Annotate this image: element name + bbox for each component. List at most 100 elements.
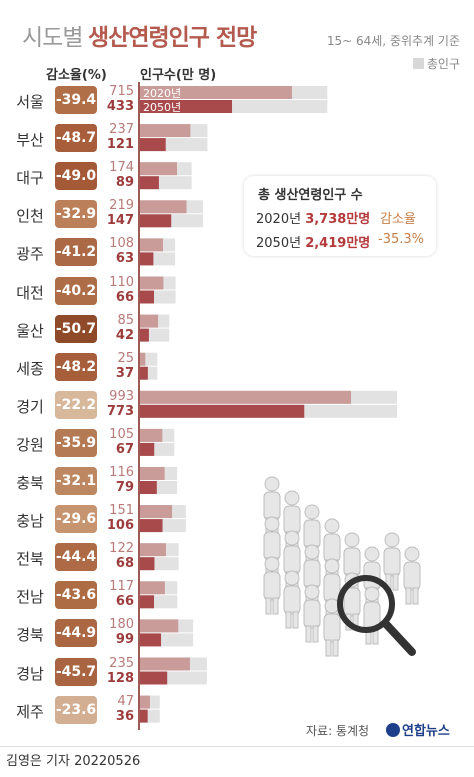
bar-2050-10 — [140, 481, 157, 494]
decline-rate-badge: -35.9 — [55, 428, 97, 457]
summary-2020: 2020년 3,738만명 — [256, 212, 371, 227]
summary-2050: 2050년 2,419만명 — [256, 236, 371, 251]
value-2050-label: 128 — [106, 670, 134, 686]
bar-2020-0 — [140, 86, 292, 99]
decline-rate-badge: -44.4 — [55, 543, 97, 572]
bar-2050-4 — [140, 252, 154, 266]
value-2050-label: 68 — [115, 556, 134, 572]
region-label: 경기 — [16, 397, 44, 416]
region-label: 충남 — [16, 512, 44, 531]
decline-rate-badge: -41.2 — [55, 238, 97, 267]
region-label: 경북 — [16, 626, 44, 645]
decline-rate-badge: -29.6 — [55, 505, 97, 534]
byline: 김영은 기자 20220526 — [0, 746, 474, 776]
region-label: 경남 — [16, 664, 44, 683]
value-2050-label: 67 — [115, 441, 134, 457]
region-label: 제주 — [16, 702, 44, 721]
decline-rate-badge: -43.6 — [55, 581, 97, 610]
bar-2020-3 — [140, 200, 187, 214]
agency-logo: 연합뉴스 — [386, 720, 450, 739]
chart-axis — [138, 82, 140, 730]
value-2020-label: 105 — [109, 426, 134, 442]
page-title: 생산연령인구 전망 — [88, 25, 257, 51]
value-2050-label: 36 — [115, 708, 134, 724]
value-2050-label: 773 — [106, 403, 134, 419]
value-2020-label: 122 — [109, 541, 134, 557]
value-2050-label: 66 — [115, 289, 134, 305]
value-2050-label: 147 — [106, 213, 134, 229]
value-2050-label: 106 — [106, 518, 134, 534]
decline-rate-badge: -44.9 — [55, 619, 97, 648]
bar-2050-2 — [140, 176, 159, 190]
value-2020-label: 151 — [109, 503, 134, 519]
value-2020-label: 25 — [117, 350, 134, 366]
region-label: 인천 — [16, 207, 44, 226]
bar-2020-8 — [140, 390, 352, 404]
decline-rate-badge: -39.4 — [55, 86, 97, 114]
value-2050-label: 79 — [115, 480, 134, 495]
region-label: 전남 — [16, 588, 44, 607]
region-label: 서울 — [16, 93, 44, 111]
value-2020-label: 108 — [109, 236, 134, 252]
value-2050-label: 99 — [115, 632, 134, 648]
bar-2020-4 — [140, 238, 163, 252]
title-region: 시도별 — [22, 25, 83, 51]
legend-total: 총인구 — [412, 55, 460, 72]
decline-rate-badge: -40.2 — [55, 276, 97, 305]
bar-2050-8 — [140, 404, 305, 418]
value-2020-label: 219 — [109, 198, 134, 214]
bar-2050-15 — [140, 671, 168, 685]
region-label: 울산 — [16, 321, 44, 340]
bar-2020-9 — [140, 428, 163, 442]
bar-2050-16 — [140, 709, 148, 723]
bar-2020-6 — [140, 314, 159, 328]
decline-rate-badge: -50.7 — [55, 314, 97, 343]
bar-2050-11 — [140, 519, 163, 533]
decline-rate-badge: -23.6 — [55, 695, 97, 724]
bar-2050-14 — [140, 633, 162, 647]
decline-rate-badge: -48.7 — [55, 124, 97, 153]
year-label-2050: 2050년 — [143, 101, 181, 114]
bar-2020-1 — [140, 124, 191, 138]
bar-2020-7 — [140, 352, 146, 366]
value-2020-label: 715 — [109, 84, 134, 99]
summary-rate-value: -35.3% — [378, 232, 424, 247]
bar-2050-7 — [140, 366, 148, 380]
region-label: 세종 — [16, 359, 44, 378]
bar-2050-9 — [140, 442, 155, 456]
bar-2020-12 — [140, 543, 166, 557]
value-2050-label: 89 — [115, 175, 134, 191]
bar-2050-6 — [140, 328, 149, 342]
decline-rate-badge: -49.0 — [55, 162, 97, 191]
value-2020-label: 180 — [109, 617, 134, 633]
summary-box: 총 생산연령인구 수 2020년 3,738만명 2050년 2,419만명 감… — [244, 176, 436, 256]
value-2020-label: 235 — [109, 655, 134, 671]
value-2050-label: 63 — [115, 251, 134, 267]
bar-2020-10 — [140, 467, 165, 480]
value-2020-label: 237 — [109, 122, 134, 138]
value-2020-label: 85 — [117, 312, 134, 328]
bar-2020-13 — [140, 581, 165, 595]
value-2050-label: 121 — [106, 137, 134, 153]
bar-2050-0 — [140, 100, 233, 113]
region-label: 대구 — [16, 169, 44, 188]
value-2050-label: 433 — [106, 99, 134, 114]
bar-2050-5 — [140, 290, 155, 304]
decline-rate-badge: -48.2 — [55, 352, 97, 381]
value-2020-label: 116 — [109, 465, 134, 480]
region-label: 대전 — [16, 283, 44, 302]
bar-2020-15 — [140, 657, 190, 671]
region-label: 광주 — [16, 245, 44, 264]
decline-rate-badge: -32.1 — [55, 467, 97, 495]
crowd-magnifier-illustration — [263, 476, 421, 657]
decline-rate-badge: -45.7 — [55, 657, 97, 686]
value-2050-label: 66 — [115, 594, 134, 610]
value-2050-label: 42 — [115, 327, 134, 343]
bar-2020-16 — [140, 695, 150, 709]
value-2020-label: 47 — [117, 693, 134, 709]
region-label: 강원 — [16, 435, 44, 454]
decline-rate-badge: -22.2 — [55, 390, 97, 419]
value-2050-label: 37 — [115, 365, 134, 381]
subtitle: 15~ 64세, 중위추계 기준 — [326, 34, 460, 48]
